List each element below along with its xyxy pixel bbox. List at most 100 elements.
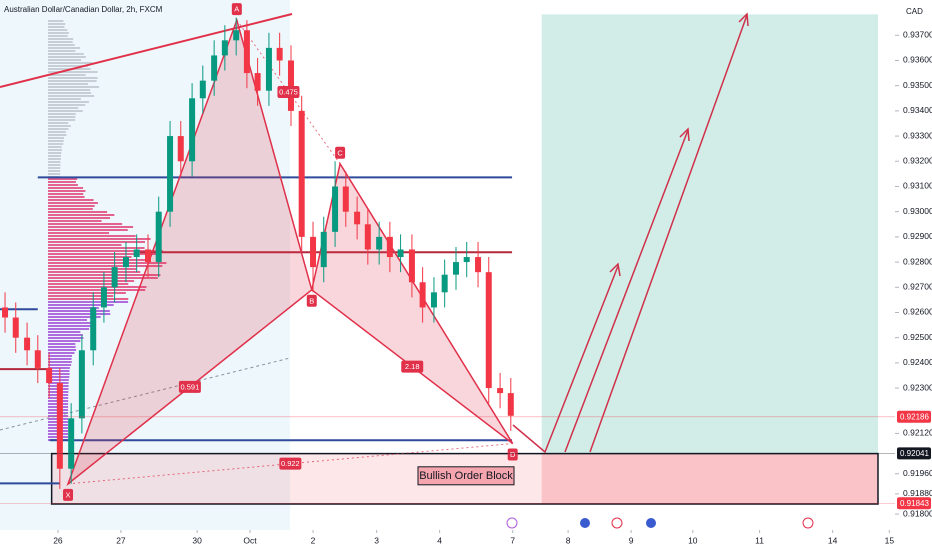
profile-bar — [48, 62, 93, 64]
candle-body — [430, 292, 437, 308]
candle-body — [342, 186, 349, 212]
candle-body — [78, 350, 85, 419]
point-label: B — [309, 296, 314, 305]
point-label: C — [337, 148, 343, 157]
profile-bar — [48, 71, 98, 73]
candle-body — [485, 272, 492, 389]
candle-body — [298, 110, 305, 237]
profile-bar — [48, 280, 135, 282]
profile-bar — [48, 44, 75, 46]
arrow-path — [512, 265, 619, 454]
profile-bar — [48, 143, 64, 145]
profile-bar — [48, 304, 114, 306]
x-tick-label: 8 — [566, 535, 571, 545]
profile-bar — [48, 367, 70, 369]
candle-body — [276, 47, 283, 61]
stop-zone — [541, 453, 878, 504]
profile-bar — [48, 208, 93, 210]
candle-body — [408, 249, 415, 283]
y-tick-label: 0.92800 — [903, 256, 932, 266]
point-label: D — [510, 450, 516, 459]
profile-bar — [48, 298, 129, 300]
profile-bar — [48, 229, 128, 231]
profile-bar — [48, 235, 136, 237]
profile-bar — [48, 155, 61, 157]
candle-body — [453, 262, 460, 275]
candle-body — [34, 350, 41, 368]
point-badge — [231, 3, 242, 16]
profile-bar — [48, 190, 86, 192]
profile-bar — [48, 202, 98, 204]
price-tag — [897, 410, 931, 423]
point-badge — [335, 146, 346, 159]
y-tick-label: 0.91960 — [903, 468, 932, 478]
profile-bar — [48, 244, 122, 246]
x-tick-label: 10 — [688, 535, 698, 545]
profile-bar — [48, 271, 141, 273]
ratio-label: 0.922 — [281, 459, 300, 468]
profile-bar — [48, 104, 86, 106]
profile-bar — [48, 382, 69, 384]
candle-body — [497, 388, 504, 394]
event-icon — [802, 517, 814, 529]
profile-bar — [48, 253, 158, 255]
candle-body — [2, 307, 9, 318]
x-tick-label: 2 — [311, 535, 316, 545]
y-tick-label: 0.92120 — [903, 428, 932, 438]
y-tick-label: 0.93100 — [903, 181, 932, 191]
profile-bar — [48, 167, 61, 169]
profile-bar — [48, 211, 108, 213]
point-label: A — [234, 5, 239, 14]
candle-body — [364, 224, 371, 250]
profile-bar — [48, 92, 92, 94]
candle-body — [254, 73, 261, 91]
candle-body — [463, 257, 470, 263]
candle-body — [145, 249, 152, 263]
candle-body — [265, 47, 272, 91]
profile-bar — [48, 98, 81, 100]
profile-bar — [48, 358, 72, 360]
profile-bar — [48, 128, 69, 130]
volume-profile — [48, 20, 167, 441]
profile-bar — [48, 364, 72, 366]
price-tag — [897, 447, 931, 460]
ratio-badge — [279, 457, 302, 470]
candle-body — [90, 307, 97, 351]
y-tick-label: 0.93500 — [903, 80, 932, 90]
candle-body — [155, 211, 162, 263]
x-tick-label: Oct — [243, 535, 257, 545]
candle-body — [233, 30, 240, 41]
profile-bar — [48, 140, 64, 142]
y-tick-label: 0.92600 — [903, 307, 932, 317]
chart-title: Australian Dollar/Canadian Dollar, 2h, F… — [4, 5, 163, 14]
candle-body — [386, 236, 393, 258]
profile-bar — [48, 376, 70, 378]
candle-body — [133, 249, 140, 258]
profile-bar — [48, 20, 64, 22]
profile-bar — [48, 196, 85, 198]
trend-guide — [0, 13, 293, 88]
y-tick-label: 0.93200 — [903, 156, 932, 166]
x-tick-label: 9 — [629, 535, 634, 545]
profile-bar — [48, 29, 68, 31]
profile-bar — [48, 122, 69, 124]
price-tag — [897, 497, 931, 510]
candle-body — [310, 236, 317, 268]
candle-body — [397, 249, 404, 258]
point-badge — [63, 488, 74, 501]
profile-bar — [48, 316, 101, 318]
profile-bar — [48, 80, 97, 82]
x-tick-label: 11 — [755, 535, 764, 545]
profile-bar — [48, 83, 89, 85]
profile-bar — [48, 119, 76, 121]
profile-bar — [48, 241, 145, 243]
arrow-path — [589, 14, 748, 453]
profile-bar — [48, 256, 132, 258]
candle-body — [332, 186, 339, 232]
profile-bar — [48, 137, 65, 139]
y-tick-label: 0.93000 — [903, 206, 932, 216]
candle-body — [475, 257, 482, 273]
x-tick-label: 30 — [192, 535, 202, 545]
profile-bar — [48, 173, 61, 175]
profile-bar — [48, 131, 66, 133]
